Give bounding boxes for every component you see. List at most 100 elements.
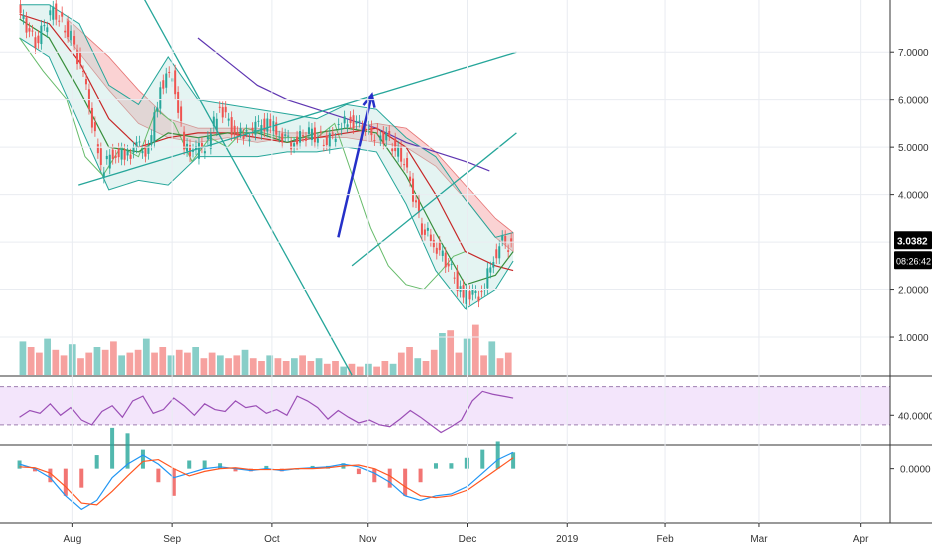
volume-bar: [184, 352, 191, 375]
candle-body: [242, 134, 245, 139]
candle-body: [423, 229, 426, 235]
volume-bar: [225, 358, 232, 375]
candle-body: [376, 128, 379, 130]
trendline-descending: [144, 0, 353, 376]
candle-body: [266, 118, 269, 132]
volume-bar: [110, 341, 117, 375]
candle-body: [495, 249, 498, 259]
candle-body: [34, 37, 37, 49]
macd-histogram-bar: [32, 468, 37, 472]
candle-body: [504, 235, 507, 244]
candle-body: [165, 73, 168, 88]
volume-bar: [315, 358, 323, 375]
macd-pane[interactable]: [0, 427, 932, 524]
volume-bar: [27, 347, 35, 375]
macd-histogram-bar: [387, 468, 392, 488]
macd-histogram-bar: [356, 468, 361, 475]
candle-body: [474, 290, 477, 293]
volume-bar: [85, 352, 93, 375]
candle-body: [40, 25, 43, 45]
candle-body: [79, 53, 82, 64]
candle-body: [269, 119, 272, 128]
candle-body: [236, 131, 239, 138]
macd-histogram-bar: [125, 433, 130, 469]
trendline-lower-rising: [351, 132, 517, 267]
volume-bar: [447, 330, 455, 375]
candle-body: [28, 28, 31, 32]
candle-body: [61, 12, 64, 17]
candle-body: [409, 176, 412, 181]
candle-body: [120, 148, 123, 160]
volume-bar: [348, 363, 356, 375]
volume-bar: [488, 341, 496, 375]
candle-body: [459, 286, 462, 292]
candle-body: [477, 296, 480, 302]
candle-body: [325, 135, 328, 146]
candle-body: [93, 122, 96, 132]
candle-body: [468, 291, 471, 300]
time-axis-label: Sep: [163, 534, 181, 545]
volume-bar: [241, 349, 249, 375]
macd-histogram-bar: [449, 463, 454, 469]
candle-body: [438, 241, 441, 251]
candle-body: [96, 144, 99, 154]
candle-body: [49, 10, 52, 16]
candle-body: [70, 30, 73, 41]
volume-bar: [389, 363, 397, 375]
candle-body: [177, 91, 180, 113]
macd-histogram-bar: [418, 468, 423, 483]
candle-body: [331, 132, 334, 134]
candle-body: [296, 136, 299, 145]
candle-body: [406, 158, 409, 168]
volume-bar: [52, 349, 60, 375]
candle-body: [31, 30, 34, 32]
candle-body: [117, 148, 120, 158]
candle-body: [435, 247, 438, 254]
volume-bar: [381, 361, 389, 375]
candle-body: [230, 117, 233, 136]
rsi-axis-label: 40.0000: [898, 411, 932, 422]
candle-body: [299, 131, 302, 143]
volume-bar: [134, 349, 142, 375]
candle-body: [281, 133, 284, 143]
candle-body: [444, 252, 447, 268]
candle-body: [355, 121, 358, 124]
candle-body: [257, 120, 260, 122]
time-axis-label: Feb: [656, 534, 674, 545]
volume-bar: [414, 358, 422, 375]
candle-body: [64, 30, 67, 33]
volume-bar: [504, 352, 512, 375]
volume-bar: [496, 358, 504, 375]
candle-body: [385, 132, 388, 141]
candle-body: [126, 150, 129, 156]
candle-body: [489, 267, 492, 273]
candle-body: [417, 199, 420, 213]
volume-bar: [216, 355, 224, 375]
volume-bar: [60, 355, 68, 375]
macd-line: [19, 451, 514, 511]
volume-bar: [19, 341, 27, 375]
macd-histogram-bar: [63, 468, 68, 496]
candle-body: [144, 145, 147, 157]
candle-body: [450, 263, 453, 265]
macd-histogram-bar: [187, 460, 192, 469]
candle-body: [352, 115, 355, 129]
candle-body: [486, 268, 489, 289]
volume-bar: [142, 338, 150, 375]
time-axis-label: Apr: [853, 534, 869, 545]
price-pane[interactable]: [0, 0, 890, 376]
candle-body: [159, 87, 162, 109]
volume-bar: [101, 349, 109, 375]
candle-body: [310, 128, 313, 141]
candle-body: [367, 126, 370, 130]
candle-body: [138, 141, 141, 143]
candle-body: [453, 277, 456, 279]
candle-body: [43, 25, 46, 27]
candle-body: [420, 223, 423, 235]
rsi-pane[interactable]: [0, 375, 932, 434]
candle-body: [183, 131, 186, 150]
candle-body: [58, 20, 61, 22]
candle-body: [150, 135, 153, 145]
